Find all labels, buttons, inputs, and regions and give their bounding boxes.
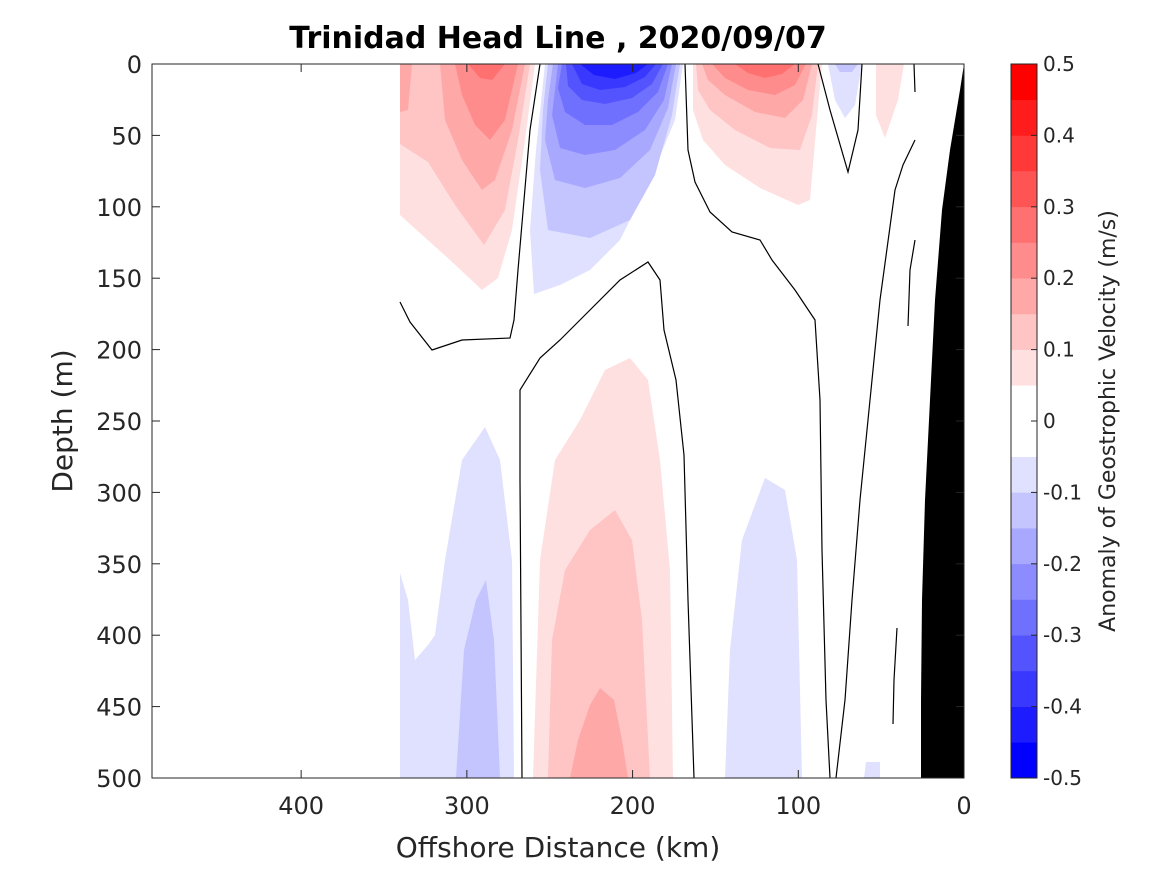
colorbar-swatch xyxy=(1011,563,1037,600)
colorbar-swatch xyxy=(1011,528,1037,565)
colorbar-tick-label: -0.1 xyxy=(1043,480,1082,504)
contour-neg-small-deep-east xyxy=(864,762,880,778)
colorbar-swatch xyxy=(1011,171,1037,208)
y-tick-label: 200 xyxy=(96,337,142,365)
contour-neg-0.05-deep-east xyxy=(725,478,802,778)
zero-contour-small-2 xyxy=(892,627,898,725)
zero-contour-center xyxy=(519,261,695,778)
y-tick-label: 100 xyxy=(96,194,142,222)
x-tick-label: 200 xyxy=(610,792,656,820)
zero-contour-near-shore xyxy=(835,139,916,778)
colorbar-tick-label: -0.3 xyxy=(1043,623,1082,647)
y-tick-label: 0 xyxy=(127,51,142,79)
zero-contour-small-1 xyxy=(907,239,916,327)
colorbar-swatch xyxy=(1011,206,1037,243)
y-tick-label: 50 xyxy=(111,122,142,150)
contour-pos-0.20-west xyxy=(455,64,518,140)
colorbar-swatch xyxy=(1011,242,1037,279)
colorbar-tick-label: 0.1 xyxy=(1043,338,1075,362)
contour-neg-small-east xyxy=(828,64,862,118)
y-tick-label: 450 xyxy=(96,694,142,722)
x-axis: 400 300 200 100 0 xyxy=(278,64,972,820)
contour-pos-0.10-deep-center xyxy=(548,510,650,778)
contour-neg-0.10-deep-west xyxy=(456,580,500,778)
colorbar-swatch xyxy=(1011,385,1037,422)
colorbar-swatch xyxy=(1011,135,1037,172)
zero-contour-east xyxy=(817,64,863,175)
colorbar-swatch xyxy=(1011,421,1037,457)
y-tick-label: 500 xyxy=(96,765,142,793)
colorbar-swatch xyxy=(1011,349,1037,386)
x-axis-label: Offshore Distance (km) xyxy=(396,831,721,864)
colorbar-tick-label: 0 xyxy=(1043,409,1056,433)
colorbar-tick-label: -0.2 xyxy=(1043,552,1082,576)
colorbar: 0.5 0.4 0.3 0.2 0.1 0 -0.1 -0.2 -0.3 -0.4 -0.5 xyxy=(1010,52,1082,790)
zero-contour-west xyxy=(399,64,541,351)
colorbar-tick-label: 0.5 xyxy=(1043,52,1075,76)
y-tick-label: 400 xyxy=(96,622,142,650)
y-tick-label: 300 xyxy=(96,479,142,507)
colorbar-tick-label: 0.3 xyxy=(1043,195,1075,219)
colorbar-swatch xyxy=(1011,456,1037,493)
colorbar-swatch xyxy=(1011,64,1037,100)
colorbar-tick-label: 0.4 xyxy=(1043,123,1075,147)
y-tick-label: 250 xyxy=(96,408,142,436)
colorbar-swatch xyxy=(1011,99,1037,136)
seafloor-bathymetry xyxy=(921,64,964,778)
colorbar-swatch xyxy=(1011,492,1037,529)
contour-neg-0.40-center xyxy=(580,64,648,79)
contour-pos-edge-west xyxy=(400,64,412,112)
colorbar-tick-label: -0.5 xyxy=(1043,766,1082,790)
colorbar-swatch xyxy=(1011,599,1037,636)
colorbar-swatch xyxy=(1011,313,1037,350)
colorbar-tick-label: 0.2 xyxy=(1043,266,1075,290)
colorbar-swatch xyxy=(1011,670,1037,707)
y-axis: 0 50 100 150 200 250 300 350 400 450 500 xyxy=(96,51,964,793)
contour-pos-0.25-east xyxy=(735,64,795,78)
colorbar-swatch xyxy=(1011,706,1037,743)
x-tick-label: 400 xyxy=(278,792,324,820)
colorbar-label: Anomaly of Geostrophic Velocity (m/s) xyxy=(1096,210,1121,632)
colorbar-swatch xyxy=(1011,278,1037,315)
y-axis-label: Depth (m) xyxy=(46,349,79,492)
contour-neg-small-east-core xyxy=(835,64,858,72)
colorbar-swatch xyxy=(1011,635,1037,672)
contour-pos-0.15-deep-center xyxy=(570,688,628,778)
y-tick-label: 350 xyxy=(96,551,142,579)
y-tick-label: 150 xyxy=(96,265,142,293)
x-tick-label: 100 xyxy=(775,792,821,820)
zero-contour-mid xyxy=(684,64,831,778)
chart-title: Trinidad Head Line , 2020/09/07 xyxy=(289,21,826,56)
x-tick-label: 0 xyxy=(956,792,971,820)
contour-field xyxy=(399,64,964,778)
contour-pos-0.25-west xyxy=(468,64,505,80)
colorbar-swatch xyxy=(1011,742,1037,779)
colorbar-tick-label: -0.4 xyxy=(1043,695,1082,719)
contour-pos-small-east xyxy=(876,64,904,138)
x-tick-label: 300 xyxy=(444,792,490,820)
zero-contour-small-3 xyxy=(913,64,916,93)
